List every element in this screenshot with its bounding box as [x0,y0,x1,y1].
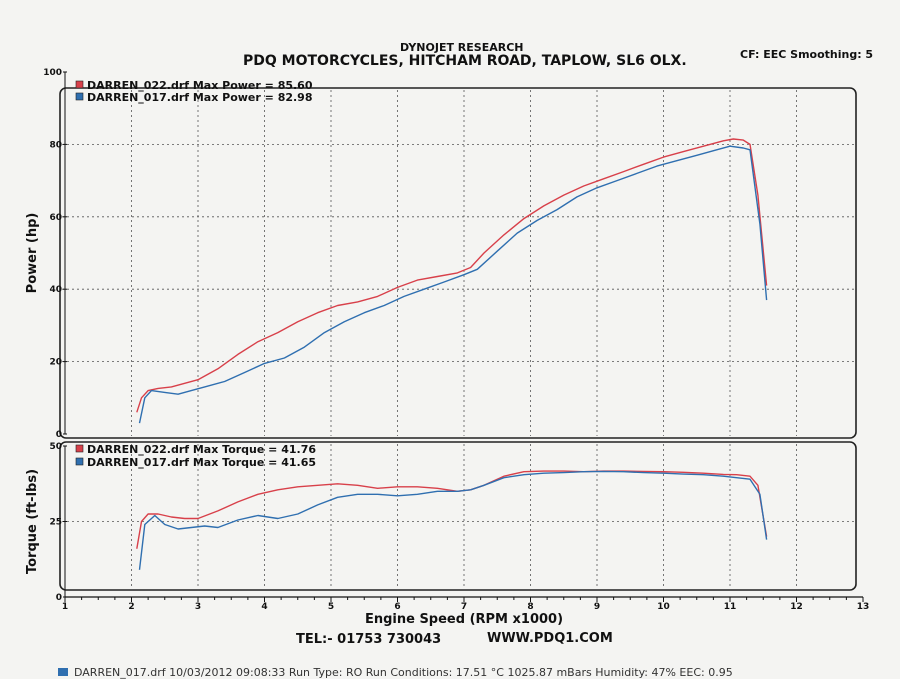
cutoff-run-info: DARREN_017.drf 10/03/2012 09:08:33 Run T… [58,666,733,679]
legend-swatch-icon [75,92,84,101]
x-axis-title: Engine Speed (RPM x1000) [365,612,563,627]
series-line-run_017 [138,470,768,570]
x-tick-label: 10 [657,602,670,612]
y-tick-label: 80 [49,140,62,150]
y-axis-title: Torque (ft-lbs) [25,469,40,574]
shop-header: PDQ MOTORCYCLES, HITCHAM ROAD, TAPLOW, S… [243,53,687,69]
x-tick-label: 3 [195,602,201,612]
settings-label: CF: EEC Smoothing: 5 [740,48,874,61]
x-tick-label: 5 [328,602,334,612]
legend-entry: DARREN_022.drf Max Power = 85.60 [87,79,313,92]
y-tick-label: 20 [49,358,62,368]
x-tick-label: 8 [527,602,533,612]
plot-frame [59,87,857,439]
legend-swatch-icon [75,444,84,453]
x-tick-label: 1 [62,602,68,612]
x-tick-label: 11 [724,602,737,612]
legend-entry: DARREN_022.drf Max Torque = 41.76 [87,443,316,456]
legend-swatch-icon [58,668,68,676]
legend-entry: DARREN_017.drf Max Torque = 41.65 [87,456,316,469]
y-tick-label: 0 [56,593,62,603]
y-tick-label: 50 [49,442,62,452]
x-tick-label: 2 [128,602,134,612]
series-line-run_022 [136,470,768,549]
x-tick-label: 13 [857,602,870,612]
company-header: DYNOJET RESEARCH [400,41,524,54]
website-url: WWW.PDQ1.COM [487,631,613,646]
x-tick-label: 4 [261,602,267,612]
y-tick-label: 100 [43,68,62,78]
y-tick-label: 0 [56,430,62,440]
legend-swatch-icon [75,457,84,466]
legend-entry: DARREN_017.drf Max Power = 82.98 [87,91,313,104]
x-tick-label: 6 [394,602,400,612]
y-tick-label: 25 [49,518,62,528]
y-tick-label: 60 [49,213,62,223]
plot-frame [59,441,857,591]
y-axis-title: Power (hp) [25,213,40,294]
series-line-run_017 [138,145,768,424]
y-tick-label: 40 [49,285,62,295]
power-chart: 0 20 40 60 80 100 Power (hp) DARREN_022.drf Max… [25,68,857,440]
phone-number: TEL:- 01753 730043 [296,632,442,647]
series-line-run_022 [136,138,768,413]
x-tick-label: 9 [594,602,600,612]
x-tick-label: 12 [790,602,803,612]
run-info-text: DARREN_017.drf 10/03/2012 09:08:33 Run T… [74,666,733,679]
x-tick-label: 7 [461,602,467,612]
legend-swatch-icon [75,80,84,89]
